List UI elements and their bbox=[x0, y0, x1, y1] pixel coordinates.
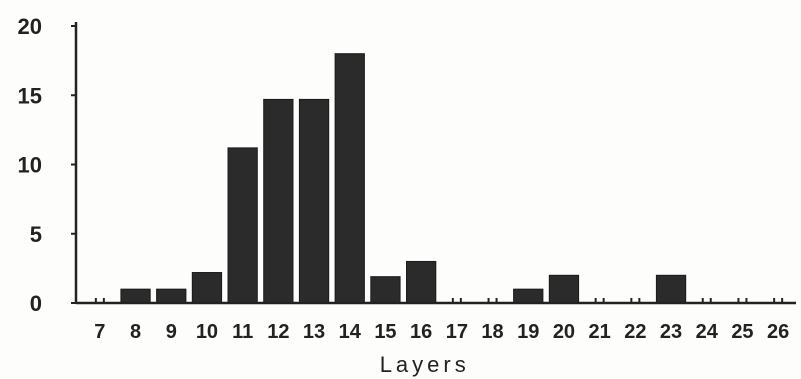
y-tick-label: 20 bbox=[18, 14, 42, 39]
x-tick-label-18: 18 bbox=[481, 321, 503, 343]
bar-12 bbox=[263, 98, 294, 304]
x-axis: 7 8 9 10 11 12 13 14 15 16 17 18 19 20 21 22 23 24 25 26 bbox=[76, 301, 796, 343]
bar-19 bbox=[513, 288, 544, 304]
bar-15 bbox=[370, 276, 401, 304]
x-tick-label-8: 8 bbox=[130, 321, 141, 343]
x-tick-label-9: 9 bbox=[166, 321, 177, 343]
x-tick-label-19: 19 bbox=[517, 321, 539, 343]
x-tick-label-26: 26 bbox=[767, 321, 789, 343]
bar-23 bbox=[655, 274, 687, 304]
x-tick-label-17: 17 bbox=[446, 321, 468, 343]
x-tick-label-16: 16 bbox=[410, 321, 432, 343]
bar-8 bbox=[120, 288, 151, 304]
bar-11 bbox=[227, 147, 258, 304]
bar-10 bbox=[191, 272, 223, 304]
x-tick-label-21: 21 bbox=[589, 321, 611, 343]
x-tick-label-25: 25 bbox=[731, 321, 753, 343]
x-tick-label-12: 12 bbox=[267, 321, 289, 343]
bar-13 bbox=[298, 98, 330, 304]
y-tick-label: 0 bbox=[30, 291, 42, 316]
x-tick-label-15: 15 bbox=[374, 321, 396, 343]
bar-9 bbox=[156, 288, 187, 304]
x-tick-label-11: 11 bbox=[232, 321, 253, 343]
x-tick-label-10: 10 bbox=[196, 321, 218, 343]
x-axis-label: Layers bbox=[380, 352, 470, 377]
bar-20 bbox=[548, 274, 580, 304]
y-tick-label: 5 bbox=[30, 222, 42, 247]
x-tick-label-24: 24 bbox=[696, 321, 719, 343]
x-tick-label-14: 14 bbox=[339, 321, 362, 343]
y-axis: 0 5 10 15 20 bbox=[18, 14, 78, 316]
x-tick-label-13: 13 bbox=[303, 321, 325, 343]
bar-16 bbox=[406, 260, 437, 304]
y-tick-label: 10 bbox=[18, 153, 42, 178]
x-tick-label-7: 7 bbox=[94, 321, 105, 343]
x-tick-label-23: 23 bbox=[660, 321, 682, 343]
bars bbox=[94, 53, 784, 304]
x-tick-label-20: 20 bbox=[553, 321, 575, 343]
bar-14 bbox=[334, 53, 365, 304]
y-tick-label: 15 bbox=[18, 83, 42, 108]
x-tick-label-22: 22 bbox=[624, 321, 646, 343]
